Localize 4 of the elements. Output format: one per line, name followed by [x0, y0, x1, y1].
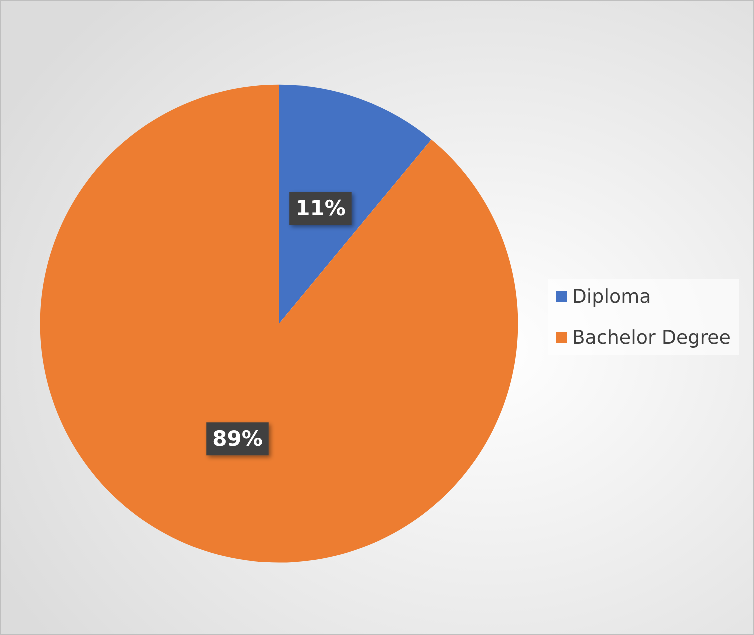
data-label: 11%: [296, 196, 346, 221]
data-label: 89%: [212, 427, 263, 452]
legend-label: Diploma: [572, 286, 652, 308]
legend-label: Bachelor Degree: [572, 327, 731, 349]
